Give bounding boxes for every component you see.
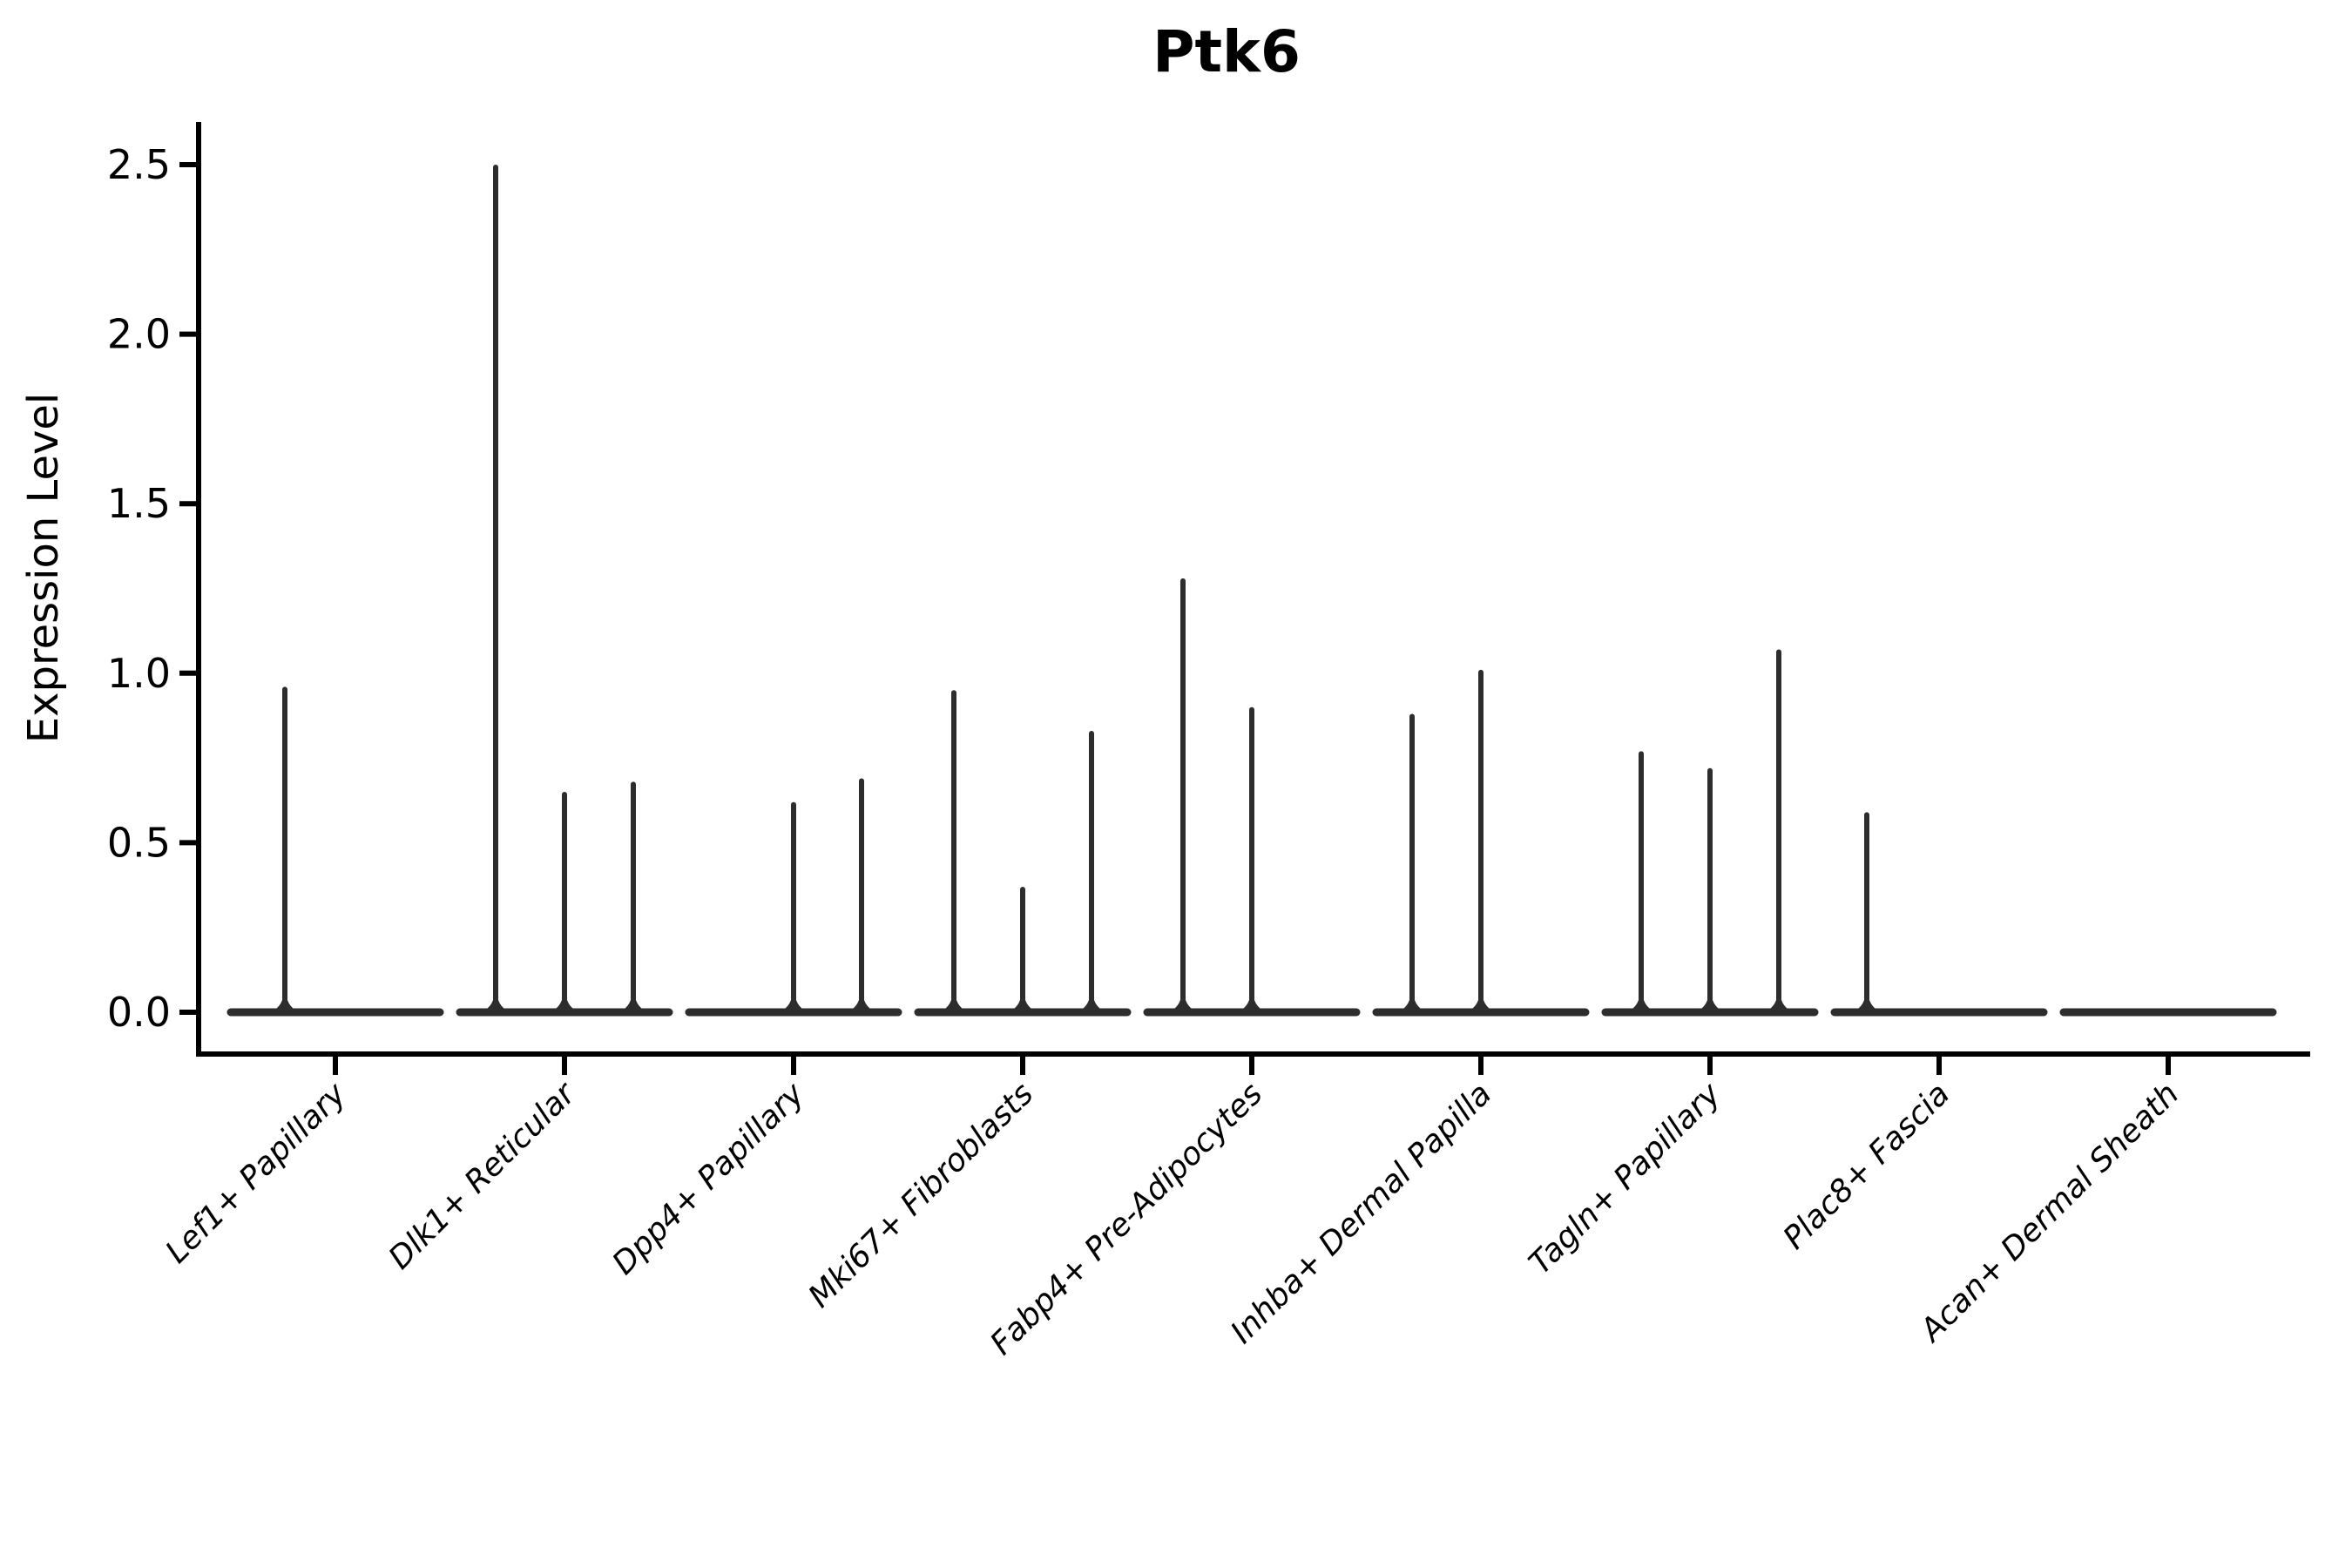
- violin-spike: [493, 165, 498, 1014]
- x-tick-label: Inhba+ Dermal Papilla: [1224, 1076, 1498, 1350]
- violin-spike: [791, 801, 796, 1014]
- y-axis-title: Expression Level: [19, 393, 68, 744]
- violin-spike: [1409, 713, 1415, 1014]
- x-tick-label: Dlk1+ Reticular: [382, 1075, 584, 1276]
- violin-spike: [1249, 706, 1254, 1014]
- violin-spike: [631, 781, 636, 1014]
- x-tick-label: Fabp4+ Pre-Adipocytes: [983, 1076, 1269, 1362]
- violin-spike: [562, 792, 567, 1014]
- y-tick-label: 2.5: [107, 141, 171, 188]
- axes-layer: [179, 122, 2310, 1075]
- plot-title: Ptk6: [1152, 18, 1301, 85]
- y-tick-label: 1.5: [107, 480, 171, 527]
- violin-spike: [1864, 812, 1869, 1014]
- violin-spike: [1776, 649, 1781, 1014]
- violin-spike: [1478, 669, 1484, 1014]
- y-tick-label: 0.5: [107, 819, 171, 866]
- violin-spike: [951, 690, 956, 1014]
- violin-spike: [282, 686, 287, 1014]
- violin-layer: [226, 165, 2277, 1017]
- violin-spike: [1707, 767, 1713, 1014]
- x-tick-label: Lef1+ Papillary: [159, 1076, 353, 1270]
- x-tick-label: Mki67+ Fibroblasts: [802, 1076, 1041, 1315]
- x-tick-label: Acan+ Dermal Sheath: [1912, 1076, 2186, 1349]
- x-tick-label: Dpp4+ Papillary: [605, 1076, 811, 1281]
- x-tick-label: Plac8+ Fascia: [1777, 1076, 1957, 1256]
- tick-label-layer: 0.0 0.5 1.0 1.5 2.0 2.5 Lef1+ Papillary Dlk1+ R…: [107, 141, 2186, 1362]
- violin-spike: [1020, 886, 1025, 1014]
- y-tick-label: 1.0: [107, 650, 171, 697]
- x-tick-label: Tagln+ Papillary: [1523, 1076, 1728, 1281]
- violin-spike: [1639, 751, 1644, 1014]
- y-tick-label: 2.0: [107, 311, 171, 358]
- violin-spike: [859, 778, 864, 1014]
- violin-spike: [1180, 578, 1186, 1014]
- violin-spike: [1089, 730, 1094, 1014]
- y-tick-label: 0.0: [107, 989, 171, 1036]
